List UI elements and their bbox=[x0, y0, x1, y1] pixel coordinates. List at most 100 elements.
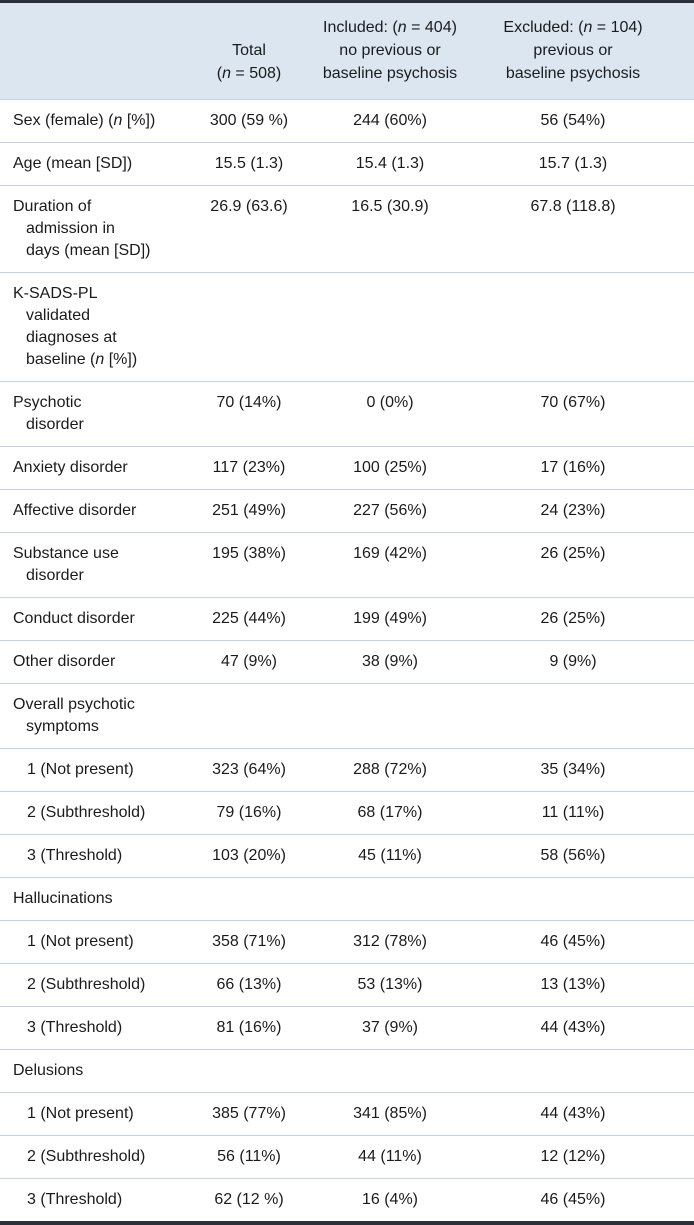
total-cell: 225 (44%) bbox=[192, 597, 306, 641]
total-cell: 56 (11%) bbox=[192, 1135, 306, 1179]
included-cell: 15.4 (1.3) bbox=[306, 142, 474, 186]
total-cell bbox=[192, 1049, 306, 1093]
row-label: Anxiety disorder bbox=[0, 446, 192, 490]
table-row: Other disorder 47 (9%) 38 (9%) 9 (9%) bbox=[0, 640, 694, 684]
total-cell: 103 (20%) bbox=[192, 834, 306, 878]
included-cell: 288 (72%) bbox=[306, 748, 474, 792]
excluded-cell: 67.8 (118.8) bbox=[474, 185, 694, 273]
total-cell: 251 (49%) bbox=[192, 489, 306, 533]
row-label: 3 (Threshold) bbox=[0, 1178, 192, 1223]
included-cell bbox=[306, 272, 474, 382]
included-cell: 45 (11%) bbox=[306, 834, 474, 878]
included-cell: 38 (9%) bbox=[306, 640, 474, 684]
table-header: Total (n = 508) Included: (n = 404) no p… bbox=[0, 1, 694, 100]
excluded-cell: 35 (34%) bbox=[474, 748, 694, 792]
excluded-cell bbox=[474, 1049, 694, 1093]
row-label: Affective disorder bbox=[0, 489, 192, 533]
row-label: Other disorder bbox=[0, 640, 192, 684]
total-cell: 62 (12 %) bbox=[192, 1178, 306, 1223]
included-cell: 227 (56%) bbox=[306, 489, 474, 533]
included-cell: 53 (13%) bbox=[306, 963, 474, 1007]
table-row: 3 (Threshold) 103 (20%) 45 (11%) 58 (56%) bbox=[0, 834, 694, 878]
table-row: 3 (Threshold) 81 (16%) 37 (9%) 44 (43%) bbox=[0, 1006, 694, 1050]
excluded-cell: 9 (9%) bbox=[474, 640, 694, 684]
included-cell bbox=[306, 1049, 474, 1093]
row-label: Psychotic disorder bbox=[0, 381, 192, 447]
included-cell: 100 (25%) bbox=[306, 446, 474, 490]
excluded-cell bbox=[474, 683, 694, 749]
excluded-cell: 17 (16%) bbox=[474, 446, 694, 490]
included-cell bbox=[306, 877, 474, 921]
excluded-cell: 44 (43%) bbox=[474, 1092, 694, 1136]
table-row: 3 (Threshold) 62 (12 %) 16 (4%) 46 (45%) bbox=[0, 1178, 694, 1223]
excluded-cell: 26 (25%) bbox=[474, 532, 694, 598]
table-row: 1 (Not present) 358 (71%) 312 (78%) 46 (45%… bbox=[0, 920, 694, 964]
column-header-included: Included: (n = 404) no previous or basel… bbox=[306, 1, 474, 100]
total-cell: 195 (38%) bbox=[192, 532, 306, 598]
header-row: Total (n = 508) Included: (n = 404) no p… bbox=[0, 1, 694, 100]
total-cell: 323 (64%) bbox=[192, 748, 306, 792]
included-cell: 312 (78%) bbox=[306, 920, 474, 964]
total-cell bbox=[192, 877, 306, 921]
row-label: 1 (Not present) bbox=[0, 920, 192, 964]
total-cell: 300 (59 %) bbox=[192, 99, 306, 143]
row-label: 2 (Subthreshold) bbox=[0, 791, 192, 835]
total-cell: 385 (77%) bbox=[192, 1092, 306, 1136]
table-row: Anxiety disorder 117 (23%) 100 (25%) 17 (16… bbox=[0, 446, 694, 490]
included-cell: 199 (49%) bbox=[306, 597, 474, 641]
row-label: Sex (female) (n [%]) bbox=[0, 99, 192, 143]
column-header-total: Total (n = 508) bbox=[192, 1, 306, 100]
included-cell: 169 (42%) bbox=[306, 532, 474, 598]
row-label: 1 (Not present) bbox=[0, 748, 192, 792]
total-cell: 47 (9%) bbox=[192, 640, 306, 684]
row-label: 2 (Subthreshold) bbox=[0, 1135, 192, 1179]
included-cell: 68 (17%) bbox=[306, 791, 474, 835]
table-row: 2 (Subthreshold) 66 (13%) 53 (13%) 13 (13%) bbox=[0, 963, 694, 1007]
column-header-label bbox=[0, 1, 192, 100]
row-label: K-SADS-PL validated diagnoses at baselin… bbox=[0, 272, 192, 382]
excluded-cell bbox=[474, 272, 694, 382]
table-row: Affective disorder 251 (49%) 227 (56%) 24 (… bbox=[0, 489, 694, 533]
table-row: Conduct disorder 225 (44%) 199 (49%) 26 (25… bbox=[0, 597, 694, 641]
row-label: Hallucinations bbox=[0, 877, 192, 921]
excluded-cell: 24 (23%) bbox=[474, 489, 694, 533]
row-label: Conduct disorder bbox=[0, 597, 192, 641]
table-row: 2 (Subthreshold) 56 (11%) 44 (11%) 12 (12%) bbox=[0, 1135, 694, 1179]
included-cell: 0 (0%) bbox=[306, 381, 474, 447]
section-row: Delusions bbox=[0, 1049, 694, 1093]
row-label: Delusions bbox=[0, 1049, 192, 1093]
row-label: Substance use disorder bbox=[0, 532, 192, 598]
included-cell: 341 (85%) bbox=[306, 1092, 474, 1136]
row-label: 1 (Not present) bbox=[0, 1092, 192, 1136]
excluded-cell: 11 (11%) bbox=[474, 791, 694, 835]
total-cell: 70 (14%) bbox=[192, 381, 306, 447]
excluded-cell: 56 (54%) bbox=[474, 99, 694, 143]
total-cell: 66 (13%) bbox=[192, 963, 306, 1007]
table-row: Psychotic disorder 70 (14%) 0 (0%) 70 (67%) bbox=[0, 381, 694, 447]
table-row: Duration of admission in days (mean [SD]… bbox=[0, 185, 694, 273]
excluded-cell: 46 (45%) bbox=[474, 920, 694, 964]
excluded-cell: 46 (45%) bbox=[474, 1178, 694, 1223]
table-row: Sex (female) (n [%]) 300 (59 %) 244 (60%) 5… bbox=[0, 99, 694, 143]
total-cell: 117 (23%) bbox=[192, 446, 306, 490]
table-row: 1 (Not present) 323 (64%) 288 (72%) 35 (34%… bbox=[0, 748, 694, 792]
excluded-cell: 15.7 (1.3) bbox=[474, 142, 694, 186]
total-cell: 15.5 (1.3) bbox=[192, 142, 306, 186]
section-row: Hallucinations bbox=[0, 877, 694, 921]
included-cell: 37 (9%) bbox=[306, 1006, 474, 1050]
included-cell: 16.5 (30.9) bbox=[306, 185, 474, 273]
included-cell bbox=[306, 683, 474, 749]
total-cell bbox=[192, 683, 306, 749]
row-label: 2 (Subthreshold) bbox=[0, 963, 192, 1007]
row-label: 3 (Threshold) bbox=[0, 1006, 192, 1050]
total-cell: 81 (16%) bbox=[192, 1006, 306, 1050]
section-row: Overall psychotic symptoms bbox=[0, 683, 694, 749]
included-cell: 244 (60%) bbox=[306, 99, 474, 143]
excluded-cell bbox=[474, 877, 694, 921]
table-row: Substance use disorder 195 (38%) 169 (42%)… bbox=[0, 532, 694, 598]
column-header-excluded: Excluded: (n = 104) previous or baseline… bbox=[474, 1, 694, 100]
row-label: 3 (Threshold) bbox=[0, 834, 192, 878]
table-row: 1 (Not present) 385 (77%) 341 (85%) 44 (43%… bbox=[0, 1092, 694, 1136]
